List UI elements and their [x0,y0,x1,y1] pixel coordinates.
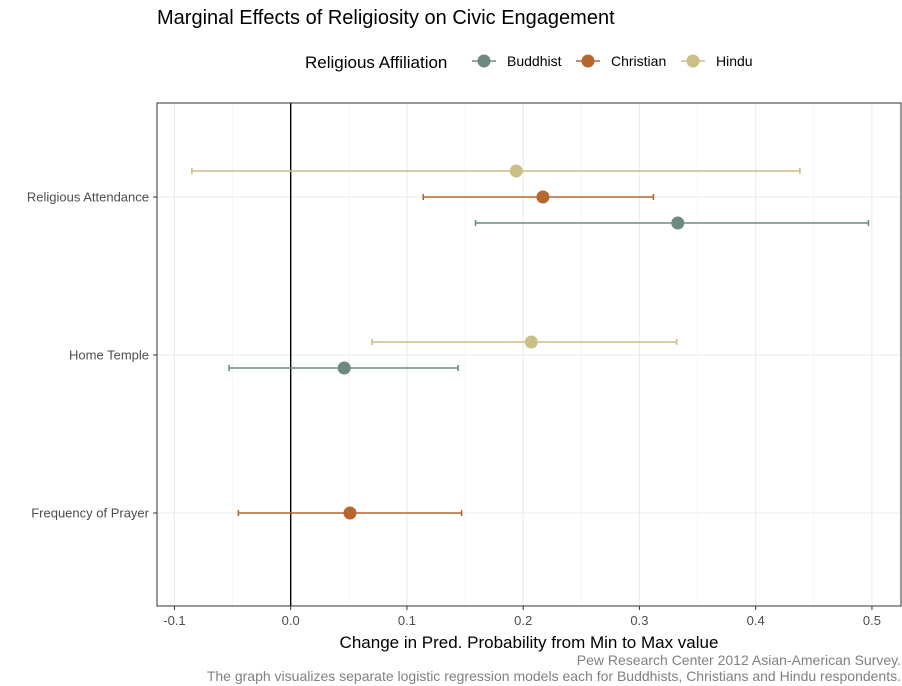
legend-label-hindu: Hindu [716,53,753,69]
x-tick-label: 0.5 [863,613,881,628]
point-hindu [524,335,538,349]
point-buddhist [671,216,685,230]
y-tick-label: Religious Attendance [27,190,149,205]
y-tick-label: Home Temple [69,348,149,363]
x-tick-label: -0.1 [163,613,185,628]
y-axis: Religious Attendance Home Temple Frequency… [27,190,157,521]
point-buddhist [337,361,351,375]
x-axis-title: Change in Pred. Probability from Min to … [340,633,719,652]
legend-label-christian: Christian [611,53,666,69]
x-tick-label: 0.2 [514,613,532,628]
point-christian [343,506,357,520]
x-tick-label: 0.0 [282,613,300,628]
x-tick-label: 0.4 [747,613,765,628]
x-axis: -0.1 0.0 0.1 0.2 0.3 0.4 0.5 [163,606,881,628]
y-tick-label: Frequency of Prayer [31,506,149,521]
x-tick-label: 0.3 [630,613,648,628]
x-tick-label: 0.1 [398,613,416,628]
data-marks [191,164,870,520]
legend-key-point [581,54,595,68]
legend-key-point [686,54,700,68]
legend-label-buddhist: Buddhist [507,53,562,69]
caption-line-1: Pew Research Center 2012 Asian-American … [577,652,901,668]
grid-lines [157,103,901,606]
caption-line-2: The graph visualizes separate logistic r… [207,668,901,684]
point-christian [536,190,550,204]
legend-title: Religious Affiliation [305,53,447,72]
chart-title: Marginal Effects of Religiosity on Civic… [157,7,615,29]
legend: Religious Affiliation Buddhist Christian H… [305,53,753,72]
point-hindu [509,164,523,178]
legend-key-point [477,54,491,68]
